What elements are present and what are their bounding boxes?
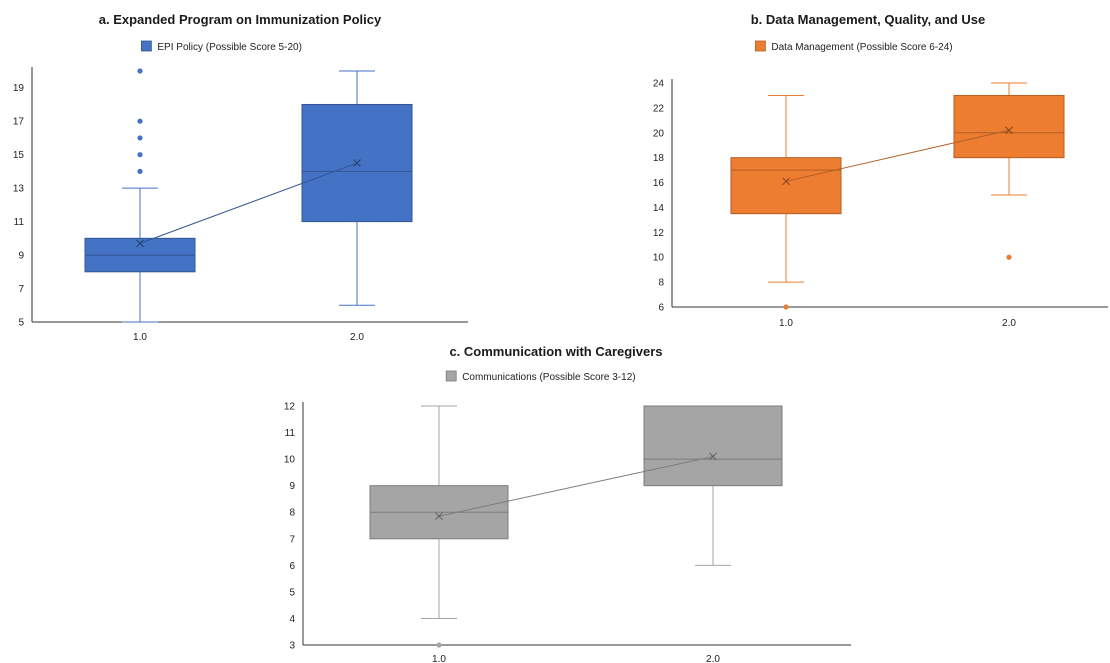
y-tick-label: 10 <box>284 455 296 466</box>
y-tick-label: 4 <box>289 614 295 625</box>
y-tick-label: 10 <box>653 253 665 264</box>
mean-line <box>438 455 714 517</box>
legend-swatch <box>755 40 766 52</box>
chart-panel-3: c. Communication with Caregivers Communic… <box>284 344 851 663</box>
outlier-point <box>783 304 789 310</box>
outlier-point <box>137 168 143 174</box>
box-iqr <box>730 157 842 215</box>
x-tick-label: 1.0 <box>432 654 446 663</box>
outlier-point <box>1006 254 1012 260</box>
y-tick-label: 8 <box>289 508 295 519</box>
box-iqr <box>643 405 783 487</box>
y-tick-label: 14 <box>653 203 665 214</box>
mean-marker <box>709 452 717 461</box>
mean-marker-stroke <box>353 159 361 167</box>
y-tick-label: 16 <box>653 178 665 189</box>
mean-line <box>139 162 358 244</box>
y-tick-label: 11 <box>285 428 296 439</box>
outlier-point <box>137 68 143 74</box>
y-tick-label: 5 <box>18 318 24 329</box>
y-tick-label: 15 <box>13 150 25 161</box>
mean-marker-stroke <box>782 177 790 186</box>
chart-panel-1: a. Expanded Program on Immunization Poli… <box>13 12 468 343</box>
mean-marker-stroke <box>136 239 144 248</box>
outlier-point <box>137 135 143 141</box>
outlier-point <box>436 642 442 648</box>
y-tick-label: 5 <box>289 587 295 598</box>
chart-panel-2: b. Data Management, Quality, and Use Data… <box>653 12 1108 329</box>
y-tick-label: 22 <box>653 103 665 114</box>
mean-marker <box>136 239 144 248</box>
y-tick-label: 11 <box>14 217 25 228</box>
chart-title: a. Expanded Program on Immunization Poli… <box>99 12 382 27</box>
y-tick-label: 9 <box>289 481 295 492</box>
y-tick-label: 18 <box>653 153 665 164</box>
mean-marker <box>353 159 361 167</box>
outlier-point <box>137 152 143 158</box>
chart-title: b. Data Management, Quality, and Use <box>751 12 986 27</box>
mean-marker <box>435 512 443 521</box>
y-tick-label: 8 <box>658 278 664 289</box>
mean-marker <box>782 177 790 186</box>
mean-marker-stroke <box>1005 126 1013 135</box>
outlier-point <box>137 118 143 124</box>
x-tick-label: 2.0 <box>350 332 364 343</box>
mean-marker-stroke <box>435 512 443 521</box>
legend-swatch <box>445 370 457 382</box>
legend-swatch <box>140 40 152 52</box>
chart-title: c. Communication with Caregivers <box>449 344 662 359</box>
mean-marker-stroke <box>709 452 717 461</box>
mean-line <box>785 129 1010 182</box>
y-tick-label: 13 <box>13 184 25 195</box>
y-tick-label: 7 <box>18 284 24 295</box>
y-tick-label: 19 <box>13 83 25 94</box>
y-tick-label: 12 <box>653 228 665 239</box>
box-iqr <box>953 94 1065 159</box>
x-tick-label: 2.0 <box>1002 318 1016 329</box>
y-tick-label: 20 <box>653 128 665 139</box>
y-tick-label: 24 <box>653 79 665 90</box>
y-tick-label: 3 <box>289 641 295 652</box>
x-tick-label: 1.0 <box>779 318 793 329</box>
y-tick-label: 17 <box>13 117 25 128</box>
y-tick-label: 6 <box>289 561 295 572</box>
mean-marker <box>1005 126 1013 135</box>
y-tick-label: 7 <box>289 534 295 545</box>
x-tick-label: 2.0 <box>706 654 720 663</box>
legend-label: Communications (Possible Score 3-12) <box>462 372 635 383</box>
y-tick-label: 12 <box>284 402 296 413</box>
y-tick-label: 9 <box>18 251 24 262</box>
x-tick-label: 1.0 <box>133 332 147 343</box>
legend-label: EPI Policy (Possible Score 5-20) <box>157 42 302 53</box>
legend-label: Data Management (Possible Score 6-24) <box>771 42 952 53</box>
y-tick-label: 6 <box>658 303 664 314</box>
